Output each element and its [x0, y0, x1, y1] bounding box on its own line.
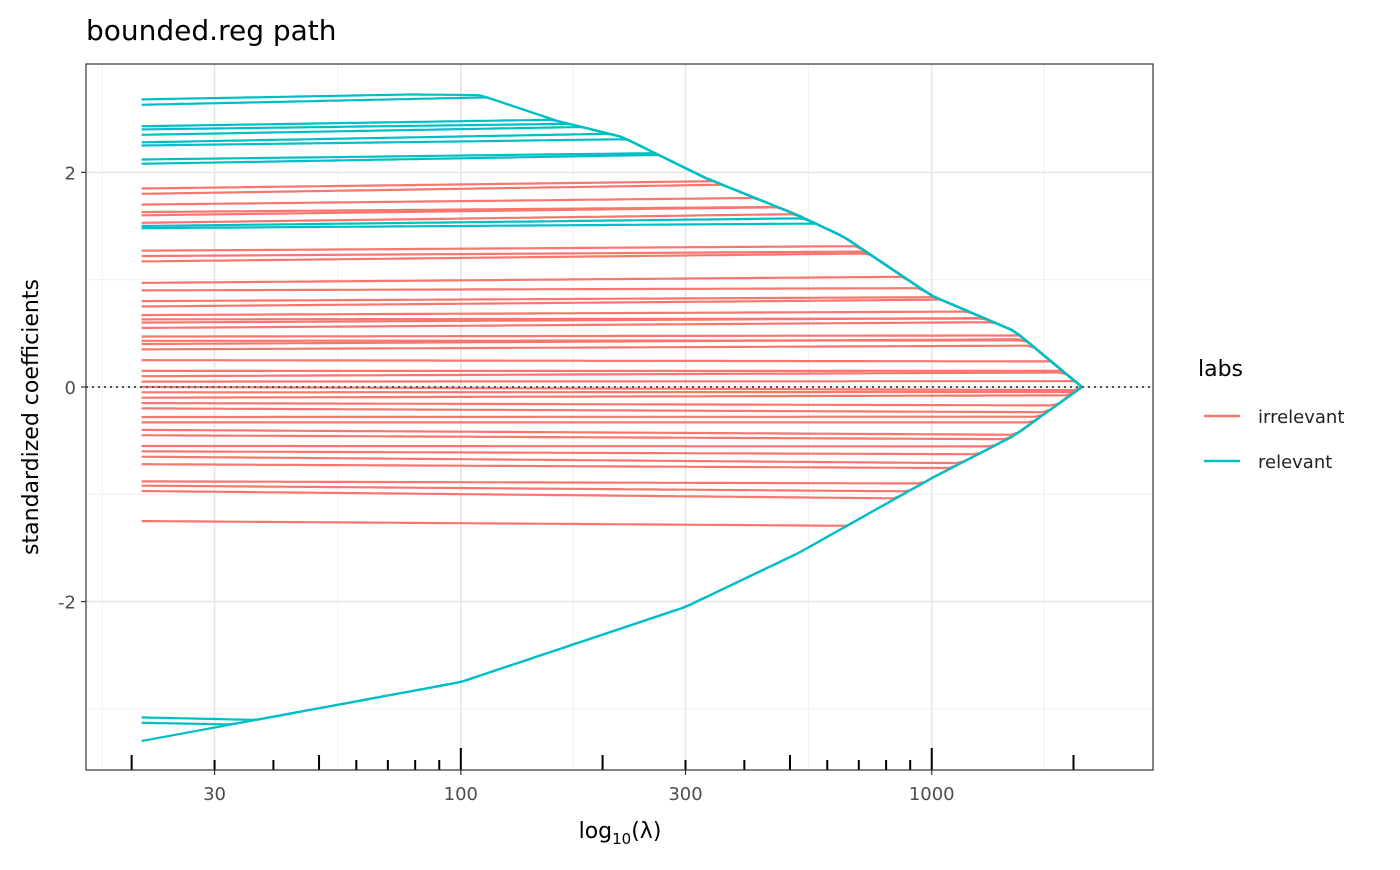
coefficient-path-irrelevant — [141, 386, 1083, 424]
x-tick-label: 1000 — [909, 784, 955, 805]
coefficient-path-irrelevant — [141, 298, 1083, 388]
coefficient-path-irrelevant — [141, 386, 1083, 414]
y-tick-label: 0 — [65, 378, 76, 399]
coefficient-path-irrelevant — [141, 334, 1083, 388]
coefficient-path-irrelevant — [141, 317, 1083, 388]
coefficient-path-irrelevant — [141, 385, 1083, 392]
legend-title: labs — [1198, 357, 1243, 382]
y-tick-label: -2 — [58, 593, 76, 614]
coefficient-path-irrelevant — [141, 386, 1083, 399]
coefficient-path-relevant — [141, 386, 1083, 743]
x-tick-label: 30 — [203, 784, 226, 805]
x-tick-label: 100 — [444, 784, 478, 805]
panel-border — [85, 63, 1154, 771]
y-tick-label: 2 — [65, 163, 76, 184]
chart-title: bounded.reg path — [86, 14, 337, 47]
coefficient-path-irrelevant — [141, 386, 1083, 470]
legend-label-relevant: relevant — [1258, 452, 1332, 473]
coefficient-path-irrelevant — [141, 359, 1083, 388]
coefficient-path-irrelevant — [141, 386, 1083, 436]
coefficient-path-irrelevant — [141, 310, 1083, 388]
coefficient-lines — [141, 93, 1083, 743]
coefficient-path-irrelevant — [141, 386, 1083, 441]
coefficient-path-irrelevant — [141, 321, 1083, 388]
coefficient-path-irrelevant — [141, 380, 1083, 388]
x-tick-label: 300 — [668, 784, 702, 805]
x-axis-label: log10(λ) — [579, 819, 662, 848]
y-axis-label: standardized coefficients — [19, 279, 44, 555]
coefficient-path-irrelevant — [141, 344, 1083, 388]
legend: labs irrelevant relevant — [1198, 357, 1344, 473]
coefficient-path-irrelevant — [141, 386, 1083, 419]
coefficient-path-irrelevant — [141, 338, 1083, 388]
log-ticks — [130, 748, 1075, 770]
coefficient-path-relevant — [141, 222, 1083, 388]
legend-label-irrelevant: irrelevant — [1258, 407, 1344, 428]
coefficient-path-irrelevant — [141, 386, 1083, 465]
coefficient-path-irrelevant — [141, 386, 1083, 407]
coefficient-path-irrelevant — [141, 369, 1083, 388]
coefficient-path-irrelevant — [141, 386, 1083, 456]
coefficient-path-irrelevant — [141, 296, 1083, 388]
axes: -2 0 2 30 100 300 1000 — [58, 163, 955, 805]
coefficient-path-irrelevant — [141, 371, 1083, 388]
coefficient-path-irrelevant — [141, 386, 1083, 394]
coefficient-path-irrelevant — [141, 386, 1083, 448]
